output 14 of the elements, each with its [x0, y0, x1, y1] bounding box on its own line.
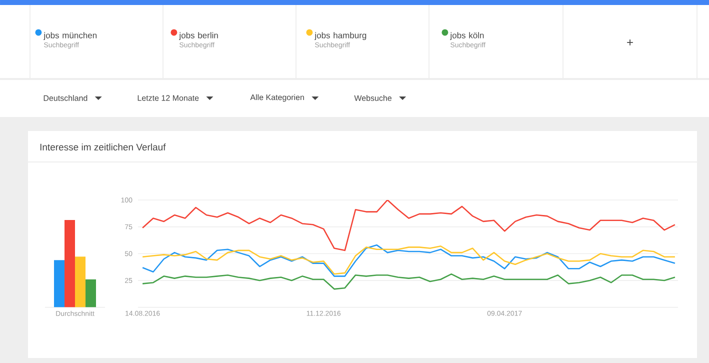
text: + [627, 40, 633, 46]
text: Alle Kategorien [250, 94, 304, 102]
legend-label: jobs berlin [179, 32, 218, 40]
text: Letzte 12 Monate [138, 95, 199, 101]
bar [86, 279, 96, 308]
bar [75, 256, 86, 308]
text: Deutschland [44, 95, 88, 101]
text: Websuche [354, 95, 392, 101]
bar [54, 260, 65, 308]
bar [64, 220, 76, 308]
chart-title: Interesse im zeitlichen Verlauf [40, 144, 166, 150]
legend-label: jobs köln [450, 32, 484, 40]
legend-label: jobs münchen [44, 32, 97, 40]
legend-label: jobs hamburg [314, 32, 366, 40]
